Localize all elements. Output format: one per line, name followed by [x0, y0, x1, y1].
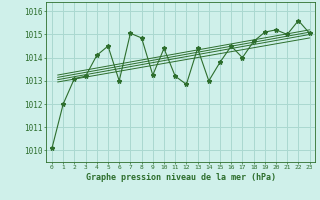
X-axis label: Graphe pression niveau de la mer (hPa): Graphe pression niveau de la mer (hPa)	[86, 173, 276, 182]
